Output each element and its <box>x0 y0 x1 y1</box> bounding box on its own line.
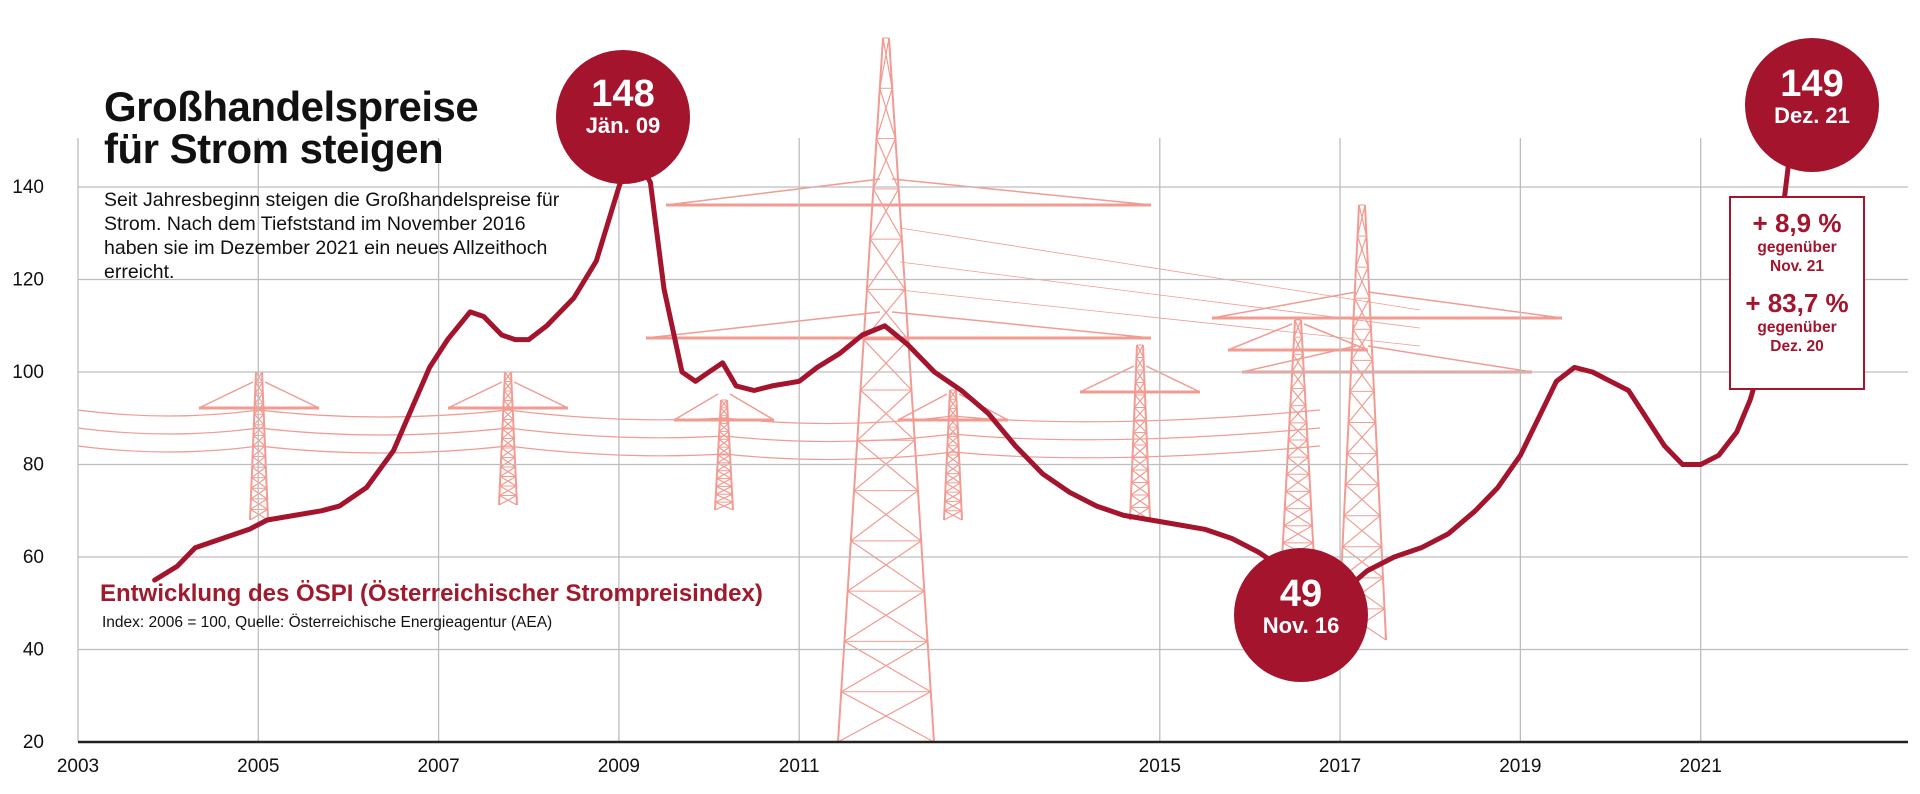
headline: Großhandelspreise für Strom steigen <box>104 83 479 172</box>
change-pct-month: + 8,9 % <box>1752 208 1842 238</box>
y-tick-label: 20 <box>23 732 44 753</box>
x-tick-label: 2007 <box>417 756 459 777</box>
x-tick-label: 2021 <box>1680 756 1722 777</box>
y-tick-label: 40 <box>23 640 44 661</box>
annotation-date: Nov. 16 <box>1262 613 1340 638</box>
annotation-date: Dez. 21 <box>1774 103 1850 128</box>
x-tick-label: 2009 <box>598 756 640 777</box>
series-line-ospi <box>152 142 1794 611</box>
intro-text: Seit Jahresbeginn steigen die Großhandel… <box>104 189 560 283</box>
source-note: Index: 2006 = 100, Quelle: Österreichisc… <box>102 614 553 631</box>
annotation-high-2021: 149 Dez. 21 <box>1745 38 1879 172</box>
x-tick-label: 2005 <box>237 756 279 777</box>
pylon-shape <box>645 37 1152 743</box>
x-tick-label: 2003 <box>57 756 99 777</box>
annotation-low-2016: 49 Nov. 16 <box>1234 548 1368 682</box>
chart-gridlines <box>77 138 1908 744</box>
x-tick-label: 2019 <box>1499 756 1541 777</box>
x-tick-label: 2015 <box>1139 756 1181 777</box>
change-ref-year: Dez. 20 <box>1770 338 1824 355</box>
y-tick-label: 120 <box>12 270 44 291</box>
axis-tick-labels: 20 40 60 80 100 120 140 2003 2005 2007 2009 2011 201… <box>12 177 1722 777</box>
annotation-value: 149 <box>1780 63 1844 105</box>
x-tick-label: 2011 <box>779 756 820 777</box>
chart-subtitle: Entwicklung des ÖSPI (Österreichischer S… <box>100 580 763 607</box>
annotation-value: 148 <box>591 73 655 115</box>
change-pct-year: + 83,7 % <box>1745 288 1849 318</box>
y-tick-label: 60 <box>23 547 44 568</box>
y-tick-label: 140 <box>12 177 44 198</box>
annotation-date: Jän. 09 <box>585 113 661 138</box>
pylon-shape <box>1079 344 1201 521</box>
pylon-shape <box>447 371 569 506</box>
change-ref-month: Nov. 21 <box>1770 258 1824 275</box>
change-box: + 8,9 % gegenüber Nov. 21 + 83,7 % gegen… <box>1729 196 1865 390</box>
annotation-value: 49 <box>1279 573 1323 615</box>
annotation-high-2009: 148 Jän. 09 <box>556 50 690 184</box>
change-label-year: gegenüber <box>1757 319 1837 336</box>
x-tick-label: 2017 <box>1319 756 1361 777</box>
pylon-shape <box>673 393 775 511</box>
change-label-month: gegenüber <box>1757 239 1837 256</box>
y-tick-label: 80 <box>23 455 44 476</box>
y-tick-label: 100 <box>12 362 44 383</box>
